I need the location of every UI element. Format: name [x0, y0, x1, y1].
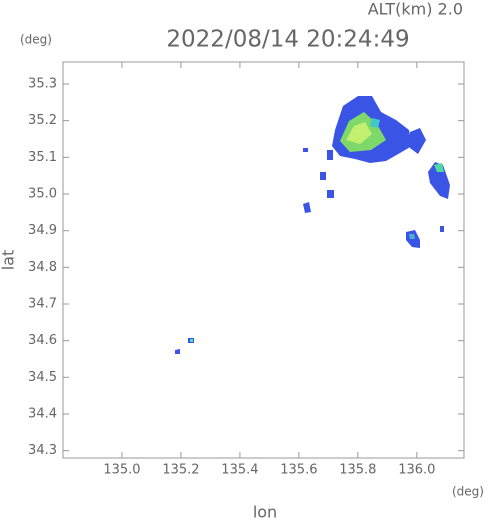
- echo: [434, 163, 444, 172]
- x-tick-label: 135.6: [280, 463, 317, 478]
- x-tick-label: 135.4: [221, 463, 258, 478]
- y-tick-label: 34.3: [28, 443, 57, 458]
- echo: [303, 148, 308, 152]
- y-tick-label: 35.1: [28, 150, 57, 165]
- y-tick-label: 34.4: [28, 407, 57, 422]
- echo: [346, 122, 372, 144]
- echo: [370, 118, 380, 128]
- y-tick-label: 35.0: [28, 187, 57, 202]
- echo: [440, 226, 444, 232]
- echo: [175, 349, 180, 354]
- y-unit: (deg): [20, 33, 52, 47]
- echo: [410, 128, 426, 154]
- y-tick-label: 34.8: [28, 260, 57, 275]
- x-tick-label: 135.8: [339, 463, 376, 478]
- echo: [428, 162, 450, 199]
- y-axis-label: lat: [0, 250, 18, 271]
- echo: [409, 234, 415, 239]
- echo-field: [175, 96, 450, 354]
- echo: [303, 202, 311, 213]
- x-axis-label: lon: [253, 503, 277, 521]
- x-unit: (deg): [452, 485, 484, 499]
- echo: [327, 150, 333, 160]
- y-tick-label: 35.2: [28, 113, 57, 128]
- x-tick-label: 135.2: [162, 463, 199, 478]
- y-tick-label: 35.3: [28, 77, 57, 92]
- echo: [320, 172, 326, 180]
- echo: [327, 190, 334, 198]
- y-tick-label: 34.6: [28, 333, 57, 348]
- x-tick-label: 136.0: [398, 463, 435, 478]
- y-tick-label: 34.5: [28, 370, 57, 385]
- plot-frame: [62, 61, 465, 459]
- y-tick-label: 34.9: [28, 223, 57, 238]
- echo: [190, 339, 193, 342]
- x-tick-label: 135.0: [103, 463, 140, 478]
- altitude-label: ALT(km) 2.0: [368, 0, 463, 19]
- y-tick-label: 34.7: [28, 297, 57, 312]
- chart-title: 2022/08/14 20:24:49: [166, 27, 409, 53]
